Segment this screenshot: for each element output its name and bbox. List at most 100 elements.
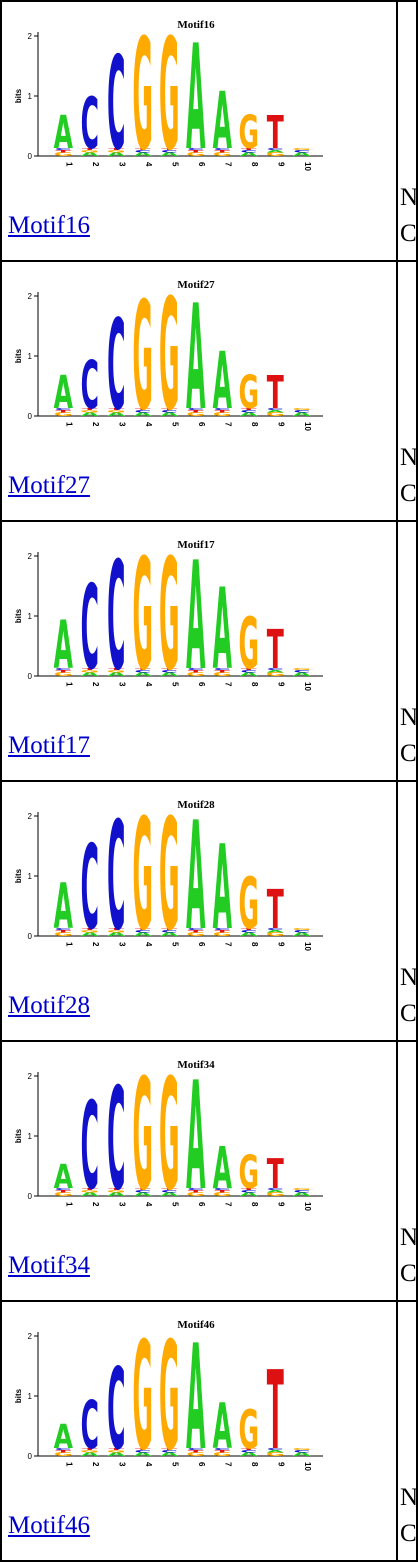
logo-letter-a: A <box>54 607 73 684</box>
minor-letter: G <box>213 152 232 158</box>
logo-letter-c: C <box>107 531 125 704</box>
minor-letter: C <box>161 409 178 413</box>
y-axis-label: bits <box>14 1388 23 1403</box>
y-axis-label: bits <box>14 1128 23 1143</box>
logo-letter-t: T <box>267 618 284 681</box>
minor-letter: T <box>161 927 178 930</box>
minor-letter: G <box>54 1192 73 1198</box>
position-label: 2 <box>91 162 100 167</box>
motif-link[interactable]: Motif28 <box>8 992 90 1019</box>
minor-letter: A <box>107 1452 125 1458</box>
minor-letter: C <box>134 1449 151 1453</box>
position-label: 5 <box>170 1462 179 1467</box>
minor-letter: C <box>55 407 72 410</box>
minor-letter: G <box>107 409 126 413</box>
minor-letter: T <box>241 1447 258 1450</box>
minor-letter: A <box>266 1189 284 1193</box>
logo-letter-t: T <box>267 106 284 159</box>
logo-letter-g: G <box>132 1311 153 1484</box>
minor-letter: G <box>266 1192 285 1198</box>
minor-letter: A <box>107 412 125 418</box>
logo-letter-a: A <box>213 820 232 955</box>
motif-link[interactable]: Motif17 <box>8 732 90 759</box>
minor-letter: T <box>214 149 231 153</box>
minor-letter: C <box>187 667 204 670</box>
side-text-top: N <box>400 444 417 471</box>
position-label: 9 <box>276 162 285 167</box>
side-text-top: N <box>400 184 417 211</box>
logo-title: Motif34 <box>177 1059 215 1071</box>
position-label: 6 <box>197 1462 206 1467</box>
minor-letter: G <box>292 667 311 670</box>
motif-link[interactable]: Motif34 <box>8 1252 90 1279</box>
logo-letter-g: G <box>132 526 153 705</box>
minor-letter: C <box>267 1447 284 1450</box>
motif-row: Motif46 0 1 2 bits 1 G T C A 2 A G T C 3 A G T C 4 A C T G 5 A C T G 6… <box>1 1301 417 1561</box>
position-label: 9 <box>276 422 285 427</box>
minor-letter: C <box>214 1447 231 1450</box>
minor-letter: T <box>214 409 231 413</box>
minor-letter: G <box>292 1187 311 1190</box>
minor-letter: G <box>266 932 285 938</box>
minor-letter: G <box>80 149 99 153</box>
logo-letter-g: G <box>238 1398 259 1461</box>
position-label: 9 <box>276 942 285 947</box>
minor-letter: A <box>81 412 99 418</box>
logo-title: Motif16 <box>177 19 215 31</box>
position-label: 9 <box>276 1462 285 1467</box>
motif-row: Motif17 0 1 2 bits 1 G T C A 2 A G T C 3 A G T C 4 A C T G 5 A C T G 6… <box>1 521 417 781</box>
minor-letter: T <box>55 929 72 933</box>
minor-letter: A <box>134 152 152 158</box>
position-label: 10 <box>303 1462 312 1471</box>
minor-letter: T <box>161 667 178 670</box>
minor-letter: T <box>135 667 152 670</box>
position-label: 4 <box>144 1462 153 1467</box>
logo-title: Motif27 <box>177 279 215 291</box>
logo-letter-g: G <box>159 526 180 705</box>
minor-letter: T <box>55 149 72 153</box>
motif-link[interactable]: Motif16 <box>8 212 90 239</box>
logo-letter-a: A <box>213 335 232 427</box>
minor-letter: G <box>107 149 126 153</box>
side-text-bottom: C <box>400 220 417 247</box>
minor-letter: C <box>161 929 178 933</box>
minor-letter: A <box>107 152 125 158</box>
minor-letter: A <box>134 1452 152 1458</box>
logo-letter-t: T <box>267 1150 285 1198</box>
minor-letter: C <box>293 1189 310 1193</box>
minor-letter: A <box>160 1192 178 1198</box>
minor-letter: C <box>293 409 310 413</box>
minor-letter: A <box>107 672 125 678</box>
minor-letter: G <box>213 412 232 418</box>
minor-letter: C <box>240 669 257 673</box>
minor-letter: G <box>107 1449 126 1453</box>
minor-letter: T <box>188 929 205 933</box>
minor-letter: T <box>108 407 125 410</box>
logo-letter-c: C <box>81 84 99 165</box>
minor-letter: C <box>240 1449 257 1453</box>
minor-letter: A <box>293 672 311 678</box>
y-axis-label: bits <box>14 608 23 623</box>
motif-link[interactable]: Motif46 <box>8 1512 90 1539</box>
minor-letter: C <box>214 667 231 670</box>
logo-letter-g: G <box>238 106 259 159</box>
minor-letter: T <box>82 147 99 150</box>
minor-letter: C <box>267 1187 284 1190</box>
motif-link[interactable]: Motif27 <box>8 472 90 499</box>
logo-letter-g: G <box>238 366 259 419</box>
y-tick-label: 2 <box>28 32 33 41</box>
y-tick-label: 1 <box>28 1392 33 1401</box>
minor-letter: G <box>266 412 285 418</box>
logo-title: Motif46 <box>177 1319 215 1331</box>
minor-letter: A <box>81 1452 99 1458</box>
minor-letter: C <box>240 149 257 153</box>
position-label: 4 <box>144 422 153 427</box>
logo-letter-t: T <box>267 366 284 419</box>
minor-letter: A <box>293 412 311 418</box>
position-label: 6 <box>197 422 206 427</box>
minor-letter: T <box>108 1447 125 1450</box>
y-tick-label: 0 <box>28 412 33 421</box>
position-label: 8 <box>250 422 259 427</box>
